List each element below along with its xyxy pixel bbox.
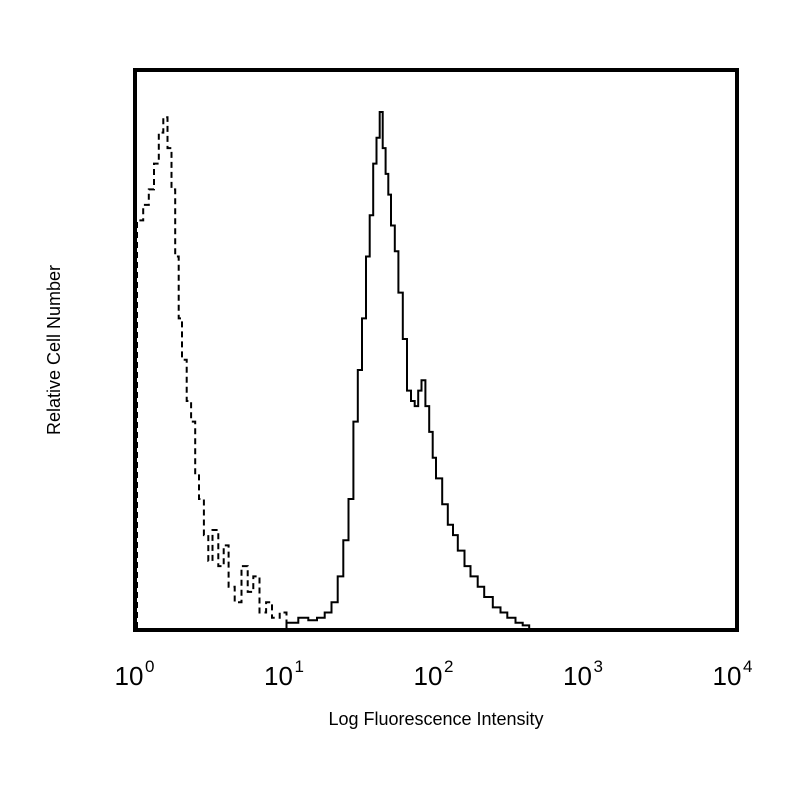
x-tick-exponent: 1 <box>295 657 304 676</box>
x-tick-exponent: 4 <box>743 657 752 676</box>
x-tick-label: 10 <box>414 661 443 691</box>
x-axis-title: Log Fluorescence Intensity <box>328 709 543 729</box>
x-tick-exponent: 2 <box>444 657 453 676</box>
y-axis-title: Relative Cell Number <box>44 265 64 435</box>
x-tick-label: 10 <box>713 661 742 691</box>
series-layer <box>136 111 531 628</box>
x-tick-exponent: 0 <box>145 657 154 676</box>
x-tick-exponent: 3 <box>594 657 603 676</box>
plot-frame <box>133 68 739 632</box>
x-tick-label: 10 <box>115 661 144 691</box>
histogram-series-dashed <box>136 116 288 628</box>
x-tick-labels: 10 0 10 1 10 2 10 3 10 4 <box>115 657 753 691</box>
x-tick-label: 10 <box>264 661 293 691</box>
histogram-series-solid <box>285 111 531 628</box>
x-tick-label: 10 <box>563 661 592 691</box>
